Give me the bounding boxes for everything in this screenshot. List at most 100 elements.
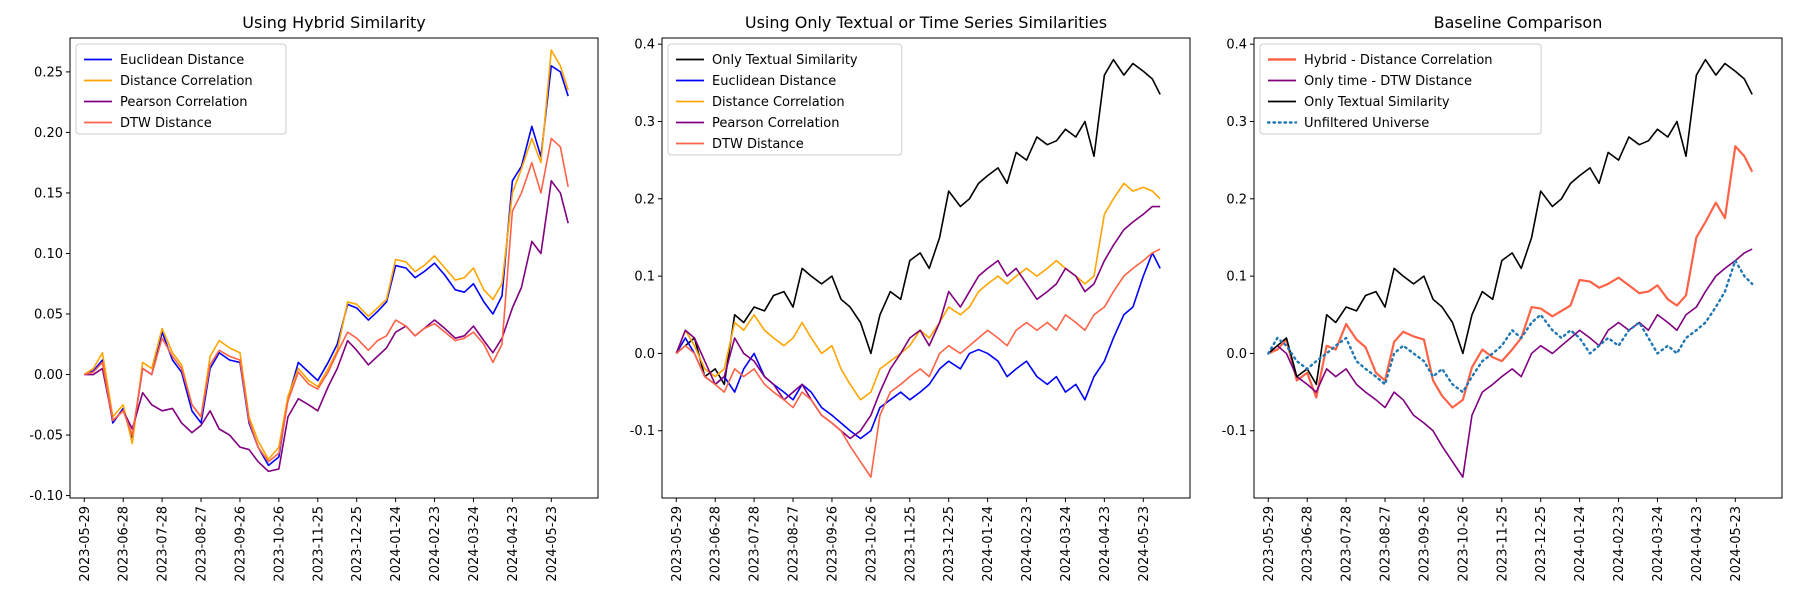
series-line-only-textual-similarity [675, 58, 1161, 386]
x-tick-label: 2024-04-23 [1098, 506, 1113, 582]
legend-label: Only time - DTW Distance [1304, 74, 1472, 89]
y-tick-label: -0.1 [1222, 424, 1247, 439]
y-tick-label: 0.0 [634, 347, 655, 362]
x-tick-label: 2024-03-24 [467, 506, 482, 582]
series-line-pearson-correlation [675, 205, 1161, 440]
x-tick-label: 2024-05-23 [1137, 506, 1152, 582]
y-tick-label: 0.2 [634, 192, 655, 207]
legend-label: Distance Correlation [120, 74, 253, 89]
x-tick-label: 2023-06-28 [117, 506, 132, 582]
y-tick-label: 0.1 [634, 270, 655, 285]
series-line-only-time-dtw-distance [1267, 248, 1753, 478]
chart-title: Baseline Comparison [1434, 13, 1603, 32]
y-tick-label: 0.00 [34, 368, 63, 383]
legend-label: Pearson Correlation [712, 116, 839, 131]
legend-label: Hybrid - Distance Correlation [1304, 53, 1493, 68]
x-tick-label: 2023-05-29 [670, 506, 685, 582]
y-tick-label: 0.10 [34, 247, 63, 262]
y-tick-label: -0.1 [630, 424, 655, 439]
legend: Only Textual Similarity Euclidean Distanc… [667, 43, 903, 156]
x-tick-label: 2024-02-23 [428, 506, 443, 582]
series-group [675, 58, 1161, 478]
legend: Euclidean Distance Distance Correlation Pe… [75, 43, 287, 135]
x-tick-label: 2024-03-24 [1651, 506, 1666, 582]
panel-baseline-comparison: Baseline Comparison -0.1 0.0 0.1 0.2 0.3 0.4 2… [1222, 13, 1783, 582]
x-tick-label: 2023-12-25 [942, 506, 957, 582]
x-tick-label: 2023-06-28 [1301, 506, 1316, 582]
legend-box [1259, 43, 1542, 135]
legend: Hybrid - Distance Correlation Only time -… [1259, 43, 1542, 135]
x-tick-label: 2024-04-23 [1690, 506, 1705, 582]
y-tick-label: 0.3 [634, 115, 655, 130]
x-tick-label: 2024-01-24 [981, 506, 996, 582]
series-line-euclidean-distance [675, 252, 1161, 440]
x-tick-label: 2024-02-23 [1612, 506, 1627, 582]
y-tick-label: 0.05 [34, 308, 63, 323]
legend-label: Unfiltered Universe [1304, 116, 1429, 131]
y-tick-label: -0.05 [29, 429, 63, 444]
y-tick-label: -0.10 [29, 489, 63, 504]
axes-frame [69, 37, 599, 499]
x-tick-label: 2024-01-24 [389, 506, 404, 582]
x-tick-label: 2023-08-27 [787, 506, 802, 582]
series-line-pearson-correlation [84, 180, 569, 473]
x-tick-label: 2024-01-24 [1573, 506, 1588, 582]
legend-label: DTW Distance [120, 116, 212, 131]
x-tick-label: 2024-03-24 [1059, 506, 1074, 582]
x-tick-label: 2023-12-25 [350, 506, 365, 582]
series-line-euclidean-distance [83, 65, 569, 467]
x-tick-label: 2023-11-25 [1495, 506, 1510, 582]
legend-label: Euclidean Distance [712, 74, 836, 89]
series-group [1267, 58, 1754, 478]
legend-label: Euclidean Distance [120, 53, 244, 68]
legend-label: DTW Distance [712, 137, 804, 152]
panel-hybrid-similarity: Using Hybrid Similarity -0.10 -0.05 0.00 0.… [29, 13, 599, 582]
y-tick-label: 0.20 [34, 126, 63, 141]
series-line-distance-correlation [675, 182, 1161, 401]
y-tick-label: 0.25 [34, 65, 63, 80]
legend-label: Pearson Correlation [120, 95, 247, 110]
x-tick-label: 2023-09-26 [1417, 506, 1432, 582]
x-tick-label: 2023-07-28 [156, 506, 171, 582]
axes-frame [1253, 37, 1783, 499]
x-tick-label: 2023-10-26 [864, 506, 879, 582]
series-line-only-textual-similarity [1267, 58, 1753, 386]
y-tick-label: 0.1 [1226, 270, 1247, 285]
legend-box [75, 43, 287, 135]
x-tick-label: 2023-10-26 [272, 506, 287, 582]
x-tick-label: 2023-11-25 [903, 506, 918, 582]
legend-label: Only Textual Similarity [1304, 95, 1450, 110]
x-tick-label: 2023-07-28 [1340, 506, 1355, 582]
y-tick-label: 0.3 [1226, 115, 1247, 130]
chart-title: Using Hybrid Similarity [242, 13, 425, 32]
x-tick-label: 2023-09-26 [825, 506, 840, 582]
x-tick-label: 2023-12-25 [1534, 506, 1549, 582]
x-tick-label: 2023-05-29 [1262, 506, 1277, 582]
y-tick-label: 0.0 [1226, 347, 1247, 362]
legend-label: Only Textual Similarity [712, 53, 858, 68]
x-tick-label: 2024-02-23 [1020, 506, 1035, 582]
series-line-distance-correlation [83, 49, 569, 461]
chart-title: Using Only Textual or Time Series Simila… [745, 13, 1107, 32]
x-tick-label: 2023-07-28 [748, 506, 763, 582]
x-tick-label: 2023-06-28 [709, 506, 724, 582]
y-tick-label: 0.4 [1226, 38, 1247, 53]
legend-box [667, 43, 903, 156]
x-tick-label: 2023-11-25 [311, 506, 326, 582]
y-tick-label: 0.15 [34, 186, 63, 201]
x-tick-label: 2024-05-23 [1729, 506, 1744, 582]
axes-frame [661, 37, 1191, 499]
x-tick-label: 2023-05-29 [78, 506, 93, 582]
x-tick-label: 2023-08-27 [195, 506, 210, 582]
y-tick-label: 0.2 [1226, 192, 1247, 207]
series-line-hybrid-distance-correlation [1267, 145, 1754, 409]
x-tick-label: 2023-10-26 [1456, 506, 1471, 582]
legend-label: Distance Correlation [712, 95, 845, 110]
panel-textual-or-time-series: Using Only Textual or Time Series Simila… [630, 13, 1191, 582]
series-line-dtw-distance [84, 137, 569, 463]
x-tick-label: 2024-05-23 [545, 506, 560, 582]
x-tick-label: 2023-08-27 [1379, 506, 1394, 582]
series-line-unfiltered-universe [1267, 259, 1754, 394]
series-group [83, 49, 569, 473]
